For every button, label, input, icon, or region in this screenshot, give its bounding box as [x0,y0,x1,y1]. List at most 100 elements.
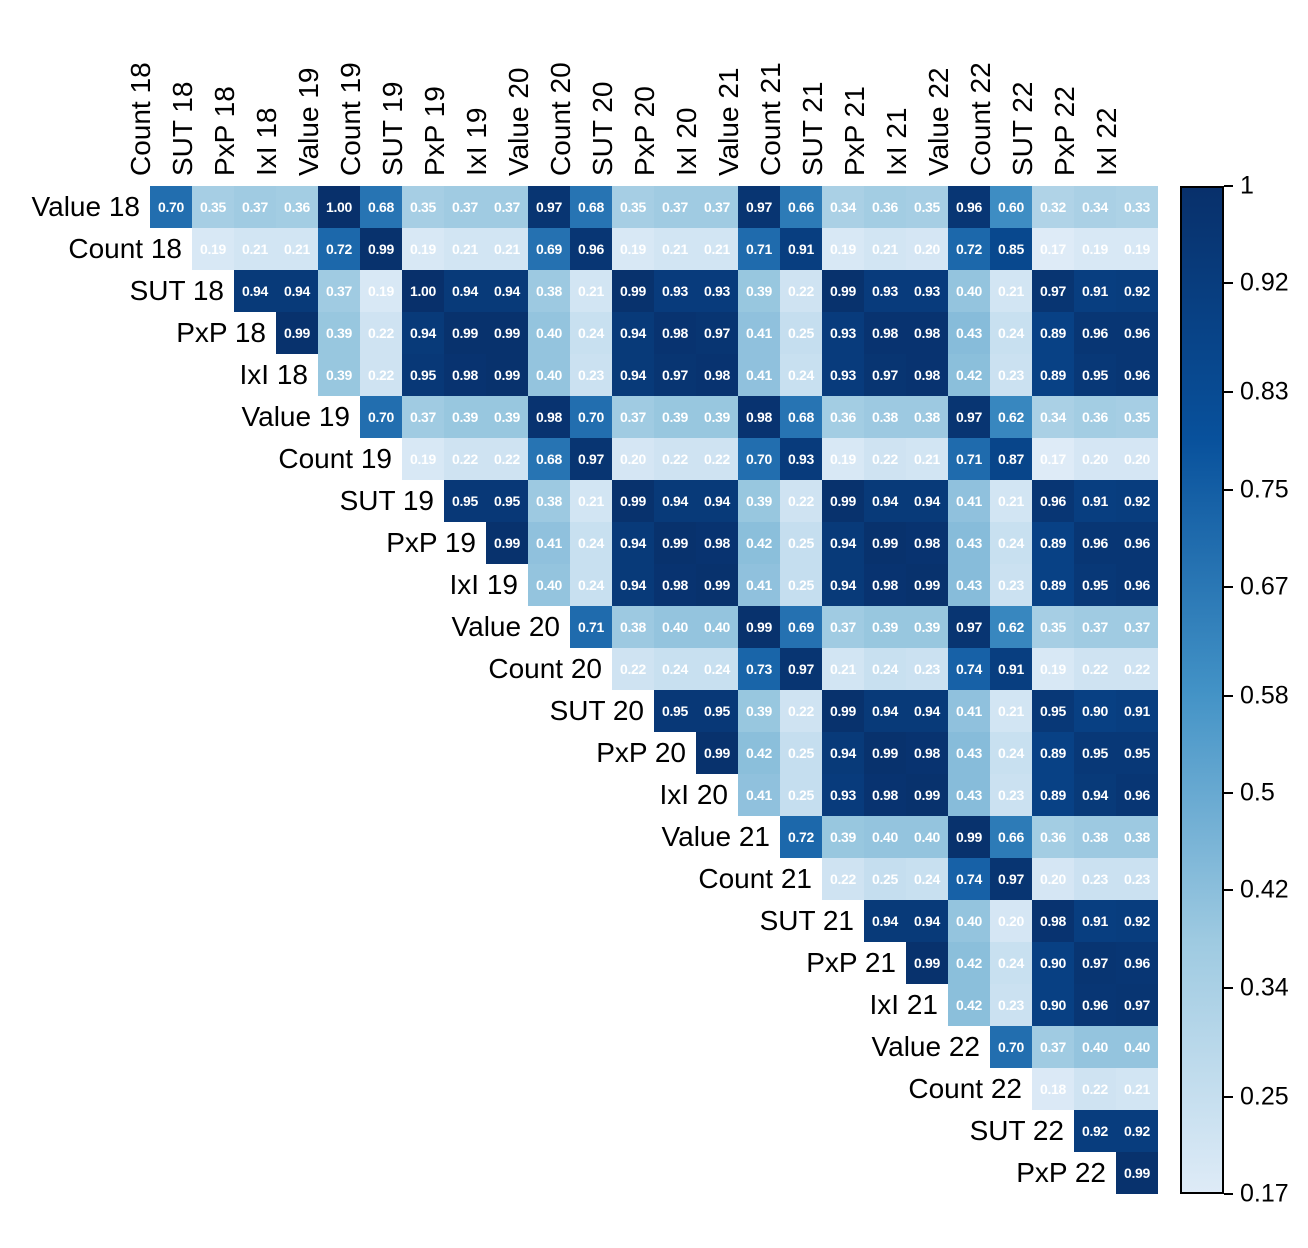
heatmap-cell: 0.92 [1116,480,1158,522]
heatmap-cell: 0.43 [948,564,990,606]
row-label: IxI 18 [239,359,308,390]
cell-value: 0.40 [913,829,941,845]
cell-value: 0.22 [493,451,521,467]
heatmap-cell: 0.99 [906,942,948,984]
heatmap-cell: 0.24 [780,354,822,396]
cell-value: 0.98 [871,577,899,593]
cell-value: 0.89 [1039,577,1067,593]
cell-value: 0.21 [871,241,899,257]
heatmap-cell: 0.99 [486,354,528,396]
heatmap-cell: 0.91 [1074,480,1116,522]
heatmap-cell: 0.20 [612,438,654,480]
cell-value: 0.20 [997,913,1025,929]
cell-value: 0.37 [409,409,437,425]
cell-value: 1.00 [325,199,353,215]
heatmap-cell: 0.91 [990,648,1032,690]
heatmap-cell: 0.85 [990,228,1032,270]
heatmap-cell: 0.96 [1116,564,1158,606]
cell-value: 0.99 [703,745,731,761]
cell-value: 0.22 [367,325,395,341]
cell-value: 0.19 [829,241,857,257]
heatmap-cell: 0.95 [654,690,696,732]
heatmap-cell: 0.40 [696,606,738,648]
cell-value: 0.96 [1039,493,1067,509]
heatmap-cell: 0.39 [444,396,486,438]
cell-value: 0.43 [955,577,983,593]
cell-value: 0.21 [577,283,605,299]
cell-value: 0.74 [955,871,983,887]
heatmap-cell: 0.21 [444,228,486,270]
cell-value: 0.19 [1081,241,1109,257]
cell-value: 0.95 [493,493,521,509]
heatmap-cell: 0.23 [990,354,1032,396]
heatmap-cell: 0.72 [948,228,990,270]
heatmap-cell: 0.94 [864,690,906,732]
cell-value: 0.22 [703,451,731,467]
cell-value: 0.39 [745,703,773,719]
cell-value: 0.34 [829,199,857,215]
cell-value: 0.68 [367,199,395,215]
cell-value: 0.37 [619,409,647,425]
cell-value: 0.97 [1081,955,1109,971]
cell-value: 0.74 [955,661,983,677]
cell-value: 0.99 [913,955,941,971]
heatmap-cell: 0.25 [780,732,822,774]
heatmap-cell: 0.20 [1116,438,1158,480]
cell-value: 0.21 [241,241,269,257]
heatmap-cell: 0.60 [990,186,1032,228]
heatmap-cell: 0.94 [696,480,738,522]
heatmap-cell: 0.24 [990,942,1032,984]
cell-value: 0.94 [493,283,521,299]
cell-value: 0.95 [1081,367,1109,383]
heatmap-cell: 0.40 [864,816,906,858]
column-label: PxP 22 [1049,86,1080,176]
heatmap-cell: 0.94 [906,480,948,522]
heatmap-cell: 0.94 [822,522,864,564]
cell-value: 0.94 [871,913,899,929]
heatmap-cell: 0.71 [738,228,780,270]
heatmap-cell: 0.95 [444,480,486,522]
cell-value: 0.99 [493,535,521,551]
heatmap-cell: 0.23 [990,774,1032,816]
column-label: SUT 18 [167,81,198,176]
heatmap-cell: 0.35 [612,186,654,228]
heatmap-cell: 0.42 [948,942,990,984]
heatmap-cell: 0.94 [234,270,276,312]
cell-value: 0.95 [1081,745,1109,761]
heatmap-cell: 0.22 [1074,1068,1116,1110]
cell-value: 0.94 [871,493,899,509]
heatmap-cell: 0.39 [738,690,780,732]
heatmap-cell: 0.95 [402,354,444,396]
heatmap-cell: 0.99 [612,480,654,522]
heatmap-cell: 0.22 [1116,648,1158,690]
cell-value: 0.40 [535,367,563,383]
heatmap-cell: 0.99 [864,732,906,774]
cell-value: 0.92 [1123,1123,1151,1139]
heatmap-cell: 0.22 [486,438,528,480]
cell-value: 0.73 [745,661,773,677]
column-label: IxI 22 [1091,107,1122,176]
cell-value: 0.37 [829,619,857,635]
cell-value: 0.98 [1039,913,1067,929]
heatmap-cell: 0.89 [1032,564,1074,606]
heatmap-cell: 0.96 [948,186,990,228]
cell-value: 0.40 [535,577,563,593]
cell-value: 0.40 [1081,1039,1109,1055]
cell-value: 0.96 [1123,955,1151,971]
heatmap-cell: 0.72 [780,816,822,858]
heatmap-cell: 0.39 [696,396,738,438]
heatmap-cell: 0.89 [1032,732,1074,774]
heatmap-cell: 0.37 [486,186,528,228]
cell-value: 0.35 [1039,619,1067,635]
cell-value: 0.38 [1123,829,1151,845]
heatmap-cell: 0.38 [864,396,906,438]
heatmap-cell: 0.98 [906,354,948,396]
row-label: Value 22 [871,1031,980,1062]
colorbar-tick-label: 0.34 [1240,973,1289,1002]
cell-value: 0.23 [1081,871,1109,887]
cell-value: 0.33 [1123,199,1151,215]
heatmap-cell: 0.98 [696,354,738,396]
cell-value: 0.98 [913,367,941,383]
cell-value: 0.22 [619,661,647,677]
cell-value: 0.62 [997,409,1025,425]
